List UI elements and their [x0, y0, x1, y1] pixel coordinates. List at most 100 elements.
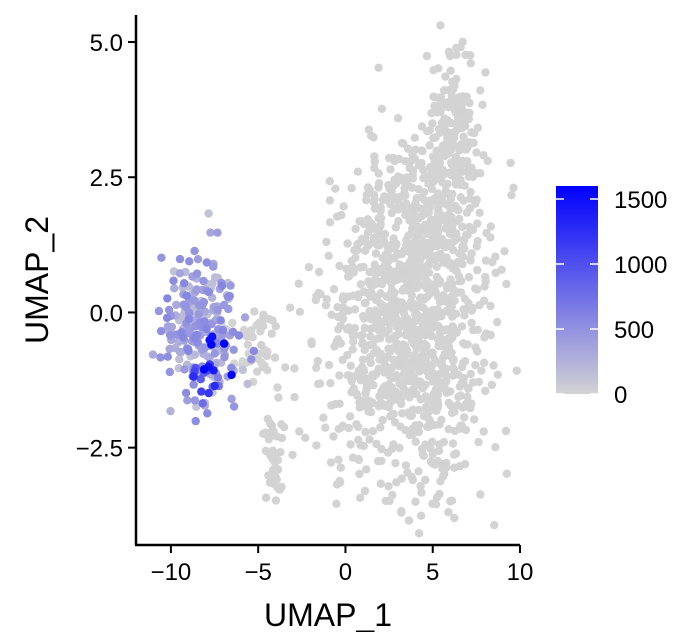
data-point — [175, 269, 185, 278]
data-point — [432, 262, 441, 271]
data-point — [354, 290, 363, 299]
data-point — [164, 305, 174, 315]
data-point — [399, 246, 409, 255]
data-point — [281, 363, 290, 372]
data-point — [408, 174, 418, 183]
data-point — [326, 379, 335, 388]
data-point — [454, 392, 463, 402]
data-point — [157, 253, 166, 262]
data-point — [247, 355, 256, 364]
data-point — [172, 300, 181, 310]
data-point — [192, 285, 201, 294]
data-point — [275, 485, 284, 494]
data-point — [353, 391, 362, 400]
data-point — [418, 319, 427, 328]
data-point — [486, 301, 495, 311]
data-point — [397, 174, 407, 183]
data-point — [430, 236, 439, 245]
data-point — [351, 224, 360, 234]
data-point — [202, 258, 211, 267]
data-point — [405, 376, 414, 386]
data-point — [455, 161, 465, 170]
data-point — [273, 383, 282, 392]
data-point — [165, 367, 174, 377]
data-point — [276, 447, 285, 457]
data-point — [449, 355, 458, 364]
data-point — [400, 319, 409, 328]
data-point — [166, 406, 175, 416]
data-point — [180, 365, 189, 374]
data-point — [374, 402, 384, 411]
data-point — [325, 196, 335, 205]
data-point — [433, 305, 442, 314]
data-point — [393, 205, 402, 214]
data-point — [259, 429, 268, 438]
data-point — [401, 341, 410, 351]
data-point — [475, 208, 484, 217]
data-point — [252, 367, 262, 376]
data-point — [397, 507, 406, 516]
data-point — [404, 516, 414, 525]
data-point — [331, 400, 340, 409]
data-point — [336, 339, 346, 348]
data-point — [199, 276, 208, 286]
data-point — [360, 323, 369, 333]
data-point — [398, 269, 407, 278]
y-tick-label: 5.0 — [90, 30, 123, 57]
data-point — [378, 415, 387, 425]
data-point — [443, 179, 452, 189]
data-point — [441, 72, 450, 81]
data-point — [329, 432, 338, 441]
data-point — [259, 310, 268, 319]
data-point — [332, 499, 341, 508]
data-point — [326, 458, 336, 467]
data-point — [348, 345, 357, 354]
data-point — [502, 469, 511, 478]
x-axis-title: UMAP_1 — [264, 597, 392, 632]
data-point — [414, 427, 423, 437]
data-point — [398, 409, 407, 418]
data-point — [343, 292, 353, 301]
data-point — [428, 119, 437, 128]
data-point — [419, 451, 428, 460]
data-point — [321, 423, 330, 432]
data-point — [327, 310, 336, 319]
data-point — [428, 348, 437, 357]
data-point — [321, 301, 331, 310]
data-point — [256, 327, 265, 336]
data-point — [462, 230, 471, 239]
data-point — [199, 365, 209, 374]
data-point — [189, 380, 198, 389]
data-point — [163, 322, 173, 331]
data-point — [387, 278, 397, 287]
data-point — [355, 398, 364, 407]
data-point — [184, 314, 193, 324]
data-point — [368, 398, 377, 408]
data-point — [421, 475, 430, 485]
data-point — [349, 384, 358, 393]
data-point — [268, 316, 277, 325]
data-point — [426, 215, 436, 225]
data-point — [277, 433, 286, 443]
data-point — [440, 349, 450, 358]
data-point — [366, 407, 376, 417]
data-point — [463, 392, 472, 401]
data-point — [437, 415, 446, 425]
data-point — [425, 268, 434, 277]
data-point — [376, 423, 385, 432]
data-point — [506, 158, 515, 168]
data-point — [350, 305, 360, 314]
data-point — [458, 92, 468, 101]
data-point — [190, 246, 199, 256]
data-point — [238, 365, 247, 375]
data-point — [377, 324, 386, 334]
data-point — [197, 387, 206, 396]
data-point — [356, 440, 365, 450]
data-point — [337, 210, 346, 220]
data-point — [392, 239, 401, 249]
data-point — [416, 511, 426, 520]
data-point — [374, 224, 384, 233]
data-point — [477, 366, 486, 375]
data-point — [356, 493, 365, 502]
data-point — [417, 488, 426, 497]
